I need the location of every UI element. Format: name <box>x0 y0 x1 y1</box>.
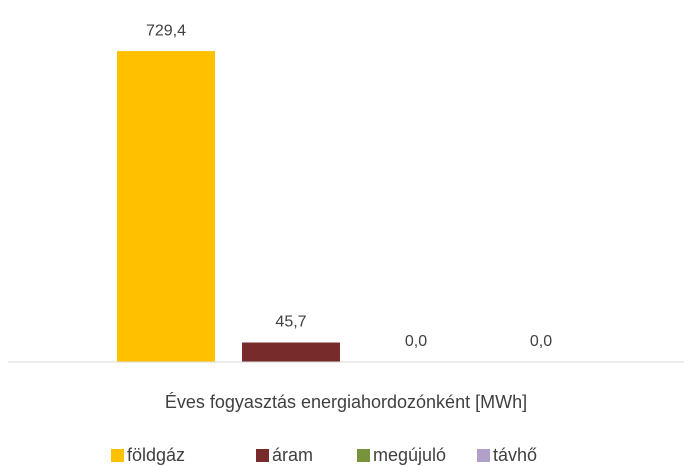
bar <box>117 51 215 362</box>
legend-swatch <box>357 449 370 462</box>
legend-label: áram <box>272 445 313 465</box>
legend-swatch <box>111 449 124 462</box>
legend-label: távhő <box>493 445 537 465</box>
bar <box>242 342 340 362</box>
legend-swatch <box>477 449 490 462</box>
value-label: 45,7 <box>275 314 306 331</box>
legend-swatch <box>256 449 269 462</box>
legend-label: megújuló <box>373 445 446 465</box>
legend-label: földgáz <box>127 445 185 465</box>
value-label: 729,4 <box>146 22 186 39</box>
x-axis-title: Éves fogyasztás energiahordozónként [MWh… <box>165 392 527 412</box>
value-label: 0,0 <box>405 333 427 350</box>
value-label: 0,0 <box>530 333 552 350</box>
